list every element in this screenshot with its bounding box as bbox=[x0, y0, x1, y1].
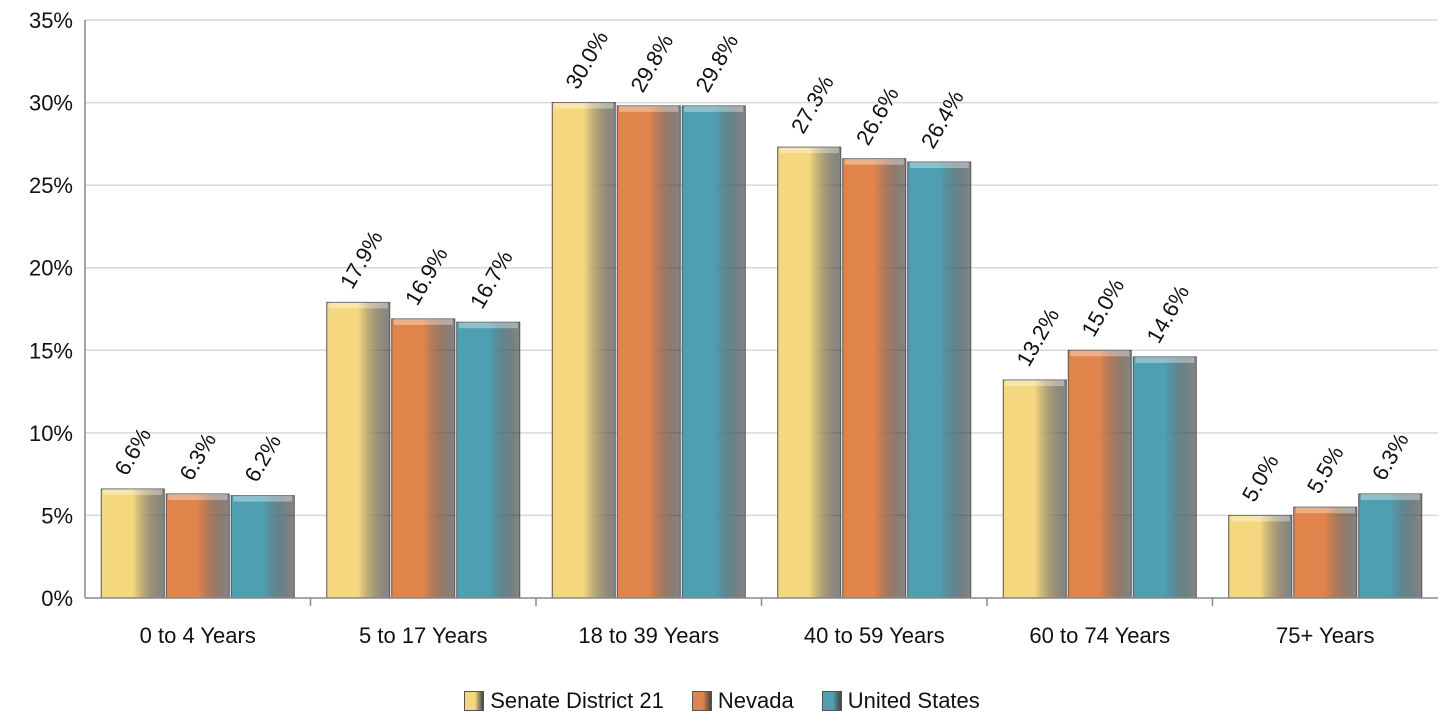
bar-nevada bbox=[842, 158, 907, 599]
bar-nevada bbox=[1067, 349, 1132, 599]
x-category-label: 0 to 4 Years bbox=[140, 623, 256, 648]
y-tick-label: 20% bbox=[29, 256, 73, 281]
bar-highlight bbox=[1135, 356, 1195, 363]
bar-highlight bbox=[328, 302, 388, 309]
bar-united-states bbox=[456, 321, 521, 599]
bar-highlight bbox=[619, 105, 679, 112]
data-label: 26.6% bbox=[851, 83, 904, 150]
bar-united-states bbox=[681, 105, 746, 599]
x-category-label: 5 to 17 Years bbox=[359, 623, 487, 648]
bar-senate-district-21 bbox=[777, 146, 842, 599]
y-tick-label: 30% bbox=[29, 91, 73, 116]
bar-highlight bbox=[779, 147, 839, 154]
bar-highlight bbox=[1070, 350, 1130, 357]
data-label: 6.3% bbox=[1367, 429, 1414, 485]
x-category-label: 40 to 59 Years bbox=[804, 623, 945, 648]
bar-groups bbox=[100, 102, 1423, 599]
bar-highlight bbox=[103, 489, 163, 496]
data-label: 5.5% bbox=[1302, 442, 1349, 498]
bar-united-states bbox=[1358, 493, 1423, 599]
data-label: 17.9% bbox=[335, 226, 388, 293]
legend-swatch-united-states bbox=[821, 691, 842, 711]
bar-highlight bbox=[1295, 507, 1355, 514]
data-label: 16.9% bbox=[400, 243, 453, 310]
bar-senate-district-21 bbox=[1002, 379, 1067, 599]
data-label: 13.2% bbox=[1011, 304, 1064, 371]
legend-item-senate-district: Senate District 21 bbox=[464, 688, 664, 714]
x-category-label: 60 to 74 Years bbox=[1029, 623, 1170, 648]
axes bbox=[84, 20, 1438, 606]
y-tick-label: 10% bbox=[29, 421, 73, 446]
y-tick-label: 25% bbox=[29, 173, 73, 198]
data-label: 15.0% bbox=[1076, 274, 1129, 341]
data-label: 14.6% bbox=[1141, 281, 1194, 348]
bar-united-states bbox=[907, 161, 972, 599]
y-axis-ticks: 0% 5% 10% 15% 20% 25% 30% 35% bbox=[29, 8, 73, 611]
bar-highlight bbox=[233, 495, 293, 502]
x-axis-categories: 0 to 4 Years 5 to 17 Years 18 to 39 Years 4… bbox=[140, 623, 1375, 648]
legend-item-united-states: United States bbox=[821, 688, 980, 714]
data-label: 29.8% bbox=[690, 30, 743, 97]
bar-highlight bbox=[458, 322, 518, 329]
bar-highlight bbox=[684, 105, 744, 112]
data-label: 6.6% bbox=[109, 424, 156, 480]
grid-lines bbox=[85, 19, 1438, 517]
data-label: 27.3% bbox=[786, 71, 839, 138]
bar-highlight bbox=[909, 162, 969, 169]
bar-senate-district-21 bbox=[100, 488, 165, 599]
y-tick-label: 0% bbox=[41, 586, 73, 611]
legend-label-united-states: United States bbox=[847, 688, 980, 713]
bar-nevada bbox=[165, 493, 230, 599]
bar-highlight bbox=[844, 158, 904, 165]
bar-highlight bbox=[1360, 493, 1420, 500]
x-category-label: 18 to 39 Years bbox=[578, 623, 719, 648]
data-labels: 6.6% 6.3% 6.2%17.9% 16.9% 16.7%30.0% 29.8% 29.… bbox=[109, 27, 1413, 506]
data-label: 16.7% bbox=[465, 246, 518, 313]
data-label: 5.0% bbox=[1237, 450, 1284, 506]
legend-swatch-nevada bbox=[691, 691, 712, 711]
bar-highlight bbox=[1230, 515, 1290, 522]
bar-united-states bbox=[1132, 356, 1197, 599]
y-tick-label: 15% bbox=[29, 338, 73, 363]
bar-nevada bbox=[616, 105, 681, 599]
bar-united-states bbox=[230, 495, 295, 599]
data-label: 6.3% bbox=[174, 429, 221, 485]
bar-senate-district-21 bbox=[551, 102, 616, 599]
x-category-label: 75+ Years bbox=[1276, 623, 1374, 648]
bar-highlight bbox=[168, 493, 228, 500]
data-label: 29.8% bbox=[625, 30, 678, 97]
bar-senate-district-21 bbox=[326, 301, 391, 599]
bar-nevada bbox=[1293, 506, 1358, 599]
y-tick-label: 35% bbox=[29, 8, 73, 33]
bar-highlight bbox=[1005, 380, 1065, 387]
data-label: 26.4% bbox=[916, 86, 969, 153]
legend-label-senate-district: Senate District 21 bbox=[490, 688, 664, 713]
bar-nevada bbox=[391, 318, 456, 599]
bar-highlight bbox=[554, 102, 614, 109]
data-label: 30.0% bbox=[560, 27, 613, 94]
data-label: 6.2% bbox=[239, 430, 286, 486]
bar-senate-district-21 bbox=[1228, 514, 1293, 599]
legend-item-nevada: Nevada bbox=[691, 688, 794, 714]
y-tick-label: 5% bbox=[41, 503, 73, 528]
legend: Senate District 21 Nevada United States bbox=[0, 688, 1444, 714]
bar-highlight bbox=[393, 318, 453, 325]
legend-swatch-senate-district bbox=[464, 691, 485, 711]
legend-label-nevada: Nevada bbox=[717, 688, 794, 713]
